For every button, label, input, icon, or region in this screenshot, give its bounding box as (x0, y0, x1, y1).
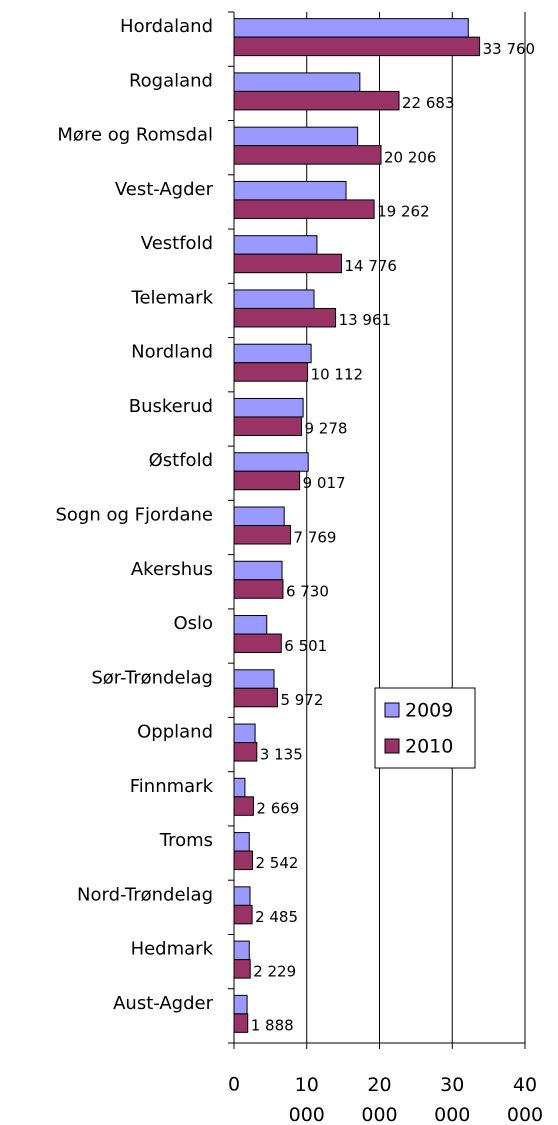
bar (233, 470, 301, 491)
data-label: 2 485 (255, 908, 298, 926)
y-tick-label: Troms (159, 830, 213, 851)
x-tick-label: 10 000 (289, 1074, 325, 1125)
y-tick-label: Møre og Romsdal (57, 125, 213, 146)
y-tick-label: Vestfold (141, 233, 213, 254)
legend-swatch (384, 738, 400, 754)
x-tick-label: 30 000 (434, 1074, 470, 1125)
bar (233, 289, 315, 309)
legend-label: 2010 (405, 736, 453, 758)
data-label: 1 888 (251, 1017, 294, 1035)
bar (233, 506, 285, 526)
bar (233, 199, 375, 219)
bar (233, 145, 382, 165)
bar (233, 397, 304, 418)
bar (233, 560, 283, 581)
data-label: 5 972 (280, 691, 323, 709)
y-tick-label: Nordland (131, 342, 213, 363)
y-tick-label: Sør-Trøndelag (91, 667, 213, 688)
data-label: 6 501 (284, 637, 327, 655)
bar (233, 235, 318, 255)
y-tick-label: Finnmark (130, 776, 214, 797)
bar (233, 126, 359, 147)
y-tick-label: Oslo (173, 613, 213, 634)
y-tick-label: Hordaland (120, 16, 213, 37)
data-label: 33 760 (483, 40, 536, 58)
data-label: 20 206 (384, 148, 437, 166)
bar (233, 416, 302, 436)
bar (233, 253, 342, 274)
bar (233, 452, 309, 472)
legend-label: 2009 (405, 700, 453, 722)
y-tick-label: Telemark (131, 287, 214, 308)
y-tick-label: Hedmark (131, 939, 214, 960)
bar (233, 742, 258, 762)
y-tick-label: Sogn og Fjordane (55, 505, 213, 526)
data-label: 10 112 (311, 365, 364, 383)
x-tick-label: 0 (228, 1074, 240, 1096)
bar (233, 959, 251, 979)
bar (233, 362, 309, 382)
bar (233, 579, 284, 599)
bar (233, 615, 268, 635)
y-tick-label: Buskerud (129, 396, 213, 417)
bar (233, 723, 256, 744)
bar (233, 777, 246, 798)
bar (233, 36, 481, 57)
bar (233, 72, 361, 92)
y-tick-label: Oppland (137, 722, 213, 743)
y-tick-label: Rogaland (129, 70, 213, 91)
data-label: 13 961 (339, 311, 392, 329)
bar (233, 886, 251, 906)
bar (233, 687, 278, 708)
y-tick-label: Nord-Trøndelag (77, 884, 213, 905)
bar (233, 796, 254, 816)
x-tick-label: 40 000 (507, 1074, 543, 1125)
data-label: 9 017 (303, 474, 346, 492)
y-tick-label: Østfold (149, 450, 213, 471)
data-label: 9 278 (304, 420, 347, 438)
data-label: 2 669 (256, 800, 299, 818)
data-label: 2 229 (253, 962, 296, 980)
bar (233, 940, 250, 961)
bar (233, 1013, 249, 1033)
x-tick-label: 20 000 (361, 1074, 397, 1125)
y-tick-label: Aust-Agder (113, 993, 213, 1014)
bar (233, 307, 337, 328)
data-label: 7 769 (294, 528, 337, 546)
bar (233, 525, 292, 545)
legend-swatch (384, 702, 400, 718)
y-tick-label: Akershus (131, 559, 213, 580)
bar (233, 633, 282, 654)
data-label: 6 730 (286, 583, 329, 601)
bar (233, 904, 253, 925)
bar (233, 18, 469, 38)
data-label: 2 542 (255, 854, 298, 872)
legend-box (374, 687, 476, 769)
bar (233, 343, 312, 364)
bar (233, 669, 275, 689)
data-label: 22 683 (402, 94, 455, 112)
bar (233, 994, 248, 1015)
bar (233, 832, 250, 852)
bar (233, 850, 253, 871)
data-label: 3 135 (260, 745, 303, 763)
bar (233, 90, 400, 111)
bar (233, 180, 347, 201)
y-tick-label: Vest-Agder (115, 179, 214, 200)
data-label: 14 776 (344, 257, 397, 275)
data-label: 19 262 (377, 203, 430, 221)
